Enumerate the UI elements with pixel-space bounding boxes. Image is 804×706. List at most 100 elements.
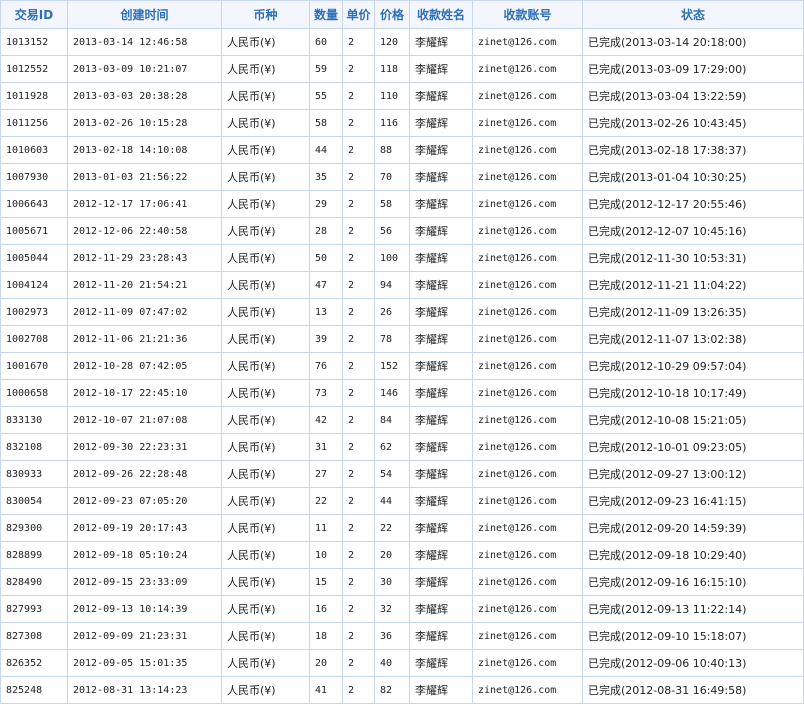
transaction-id-cell: 828899 [0,541,68,569]
currency-cell: 人民币(¥) [221,325,310,353]
table-row[interactable]: 830933 2012-09-26 22:28:48 人民币(¥) 27 2 54 李耀辉 z… [0,460,804,488]
table-row[interactable]: 828490 2012-09-15 23:33:09 人民币(¥) 15 2 30 李耀辉 z… [0,568,804,596]
price-cell: 78 [374,325,410,353]
unit-price-cell: 2 [342,163,375,191]
header-payee-account[interactable]: 收款账号 [472,0,583,29]
unit-price-cell: 2 [342,82,375,110]
created-time-cell: 2012-11-20 21:54:21 [67,271,222,299]
header-status[interactable]: 状态 [582,0,804,29]
status-cell: 已完成(2012-09-23 16:41:15) [582,487,804,515]
table-row[interactable]: 1012552 2013-03-09 10:21:07 人民币(¥) 59 2 118 李耀… [0,55,804,83]
table-row[interactable]: 829300 2012-09-19 20:17:43 人民币(¥) 11 2 22 李耀辉 z… [0,514,804,542]
table-row[interactable]: 1013152 2013-03-14 12:46:58 人民币(¥) 60 2 120 李耀… [0,28,804,56]
table-row[interactable]: 1002973 2012-11-09 07:47:02 人民币(¥) 13 2 26 李耀辉… [0,298,804,326]
status-cell: 已完成(2012-09-27 13:00:12) [582,460,804,488]
payee-account-cell: zinet@126.com [472,514,583,542]
table-row[interactable]: 828899 2012-09-18 05:10:24 人民币(¥) 10 2 20 李耀辉 z… [0,541,804,569]
unit-price-cell: 2 [342,622,375,650]
currency-cell: 人民币(¥) [221,460,310,488]
table-row[interactable]: 1006643 2012-12-17 17:06:41 人民币(¥) 29 2 58 李耀辉… [0,190,804,218]
quantity-cell: 15 [309,568,343,596]
transaction-id-cell: 1007930 [0,163,68,191]
header-currency[interactable]: 币种 [221,0,310,29]
created-time-cell: 2013-02-26 10:15:28 [67,109,222,137]
status-cell: 已完成(2012-11-09 13:26:35) [582,298,804,326]
table-row[interactable]: 1011928 2013-03-03 20:38:28 人民币(¥) 55 2 110 李耀… [0,82,804,110]
currency-cell: 人民币(¥) [221,622,310,650]
price-cell: 44 [374,487,410,515]
table-row[interactable]: 826352 2012-09-05 15:01:35 人民币(¥) 20 2 40 李耀辉 z… [0,649,804,677]
currency-cell: 人民币(¥) [221,487,310,515]
table-row[interactable]: 1005044 2012-11-29 23:28:43 人民币(¥) 50 2 100 李耀… [0,244,804,272]
header-unit-price[interactable]: 单价 [342,0,375,29]
status-cell: 已完成(2013-02-18 17:38:37) [582,136,804,164]
status-cell: 已完成(2013-01-04 10:30:25) [582,163,804,191]
status-cell: 已完成(2012-12-17 20:55:46) [582,190,804,218]
unit-price-cell: 2 [342,460,375,488]
unit-price-cell: 2 [342,487,375,515]
table-row[interactable]: 830054 2012-09-23 07:05:20 人民币(¥) 22 2 44 李耀辉 z… [0,487,804,515]
currency-cell: 人民币(¥) [221,28,310,56]
table-row[interactable]: 825248 2012-08-31 13:14:23 人民币(¥) 41 2 82 李耀辉 z… [0,676,804,704]
currency-cell: 人民币(¥) [221,217,310,245]
quantity-cell: 16 [309,595,343,623]
table-row[interactable]: 1007930 2013-01-03 21:56:22 人民币(¥) 35 2 70 李耀辉… [0,163,804,191]
payee-name-cell: 李耀辉 [409,82,473,110]
payee-name-cell: 李耀辉 [409,514,473,542]
table-row[interactable]: 827993 2012-09-13 10:14:39 人民币(¥) 16 2 32 李耀辉 z… [0,595,804,623]
table-row[interactable]: 1005671 2012-12-06 22:40:58 人民币(¥) 28 2 56 李耀辉… [0,217,804,245]
payee-account-cell: zinet@126.com [472,541,583,569]
quantity-cell: 10 [309,541,343,569]
header-created-time[interactable]: 创建时间 [67,0,222,29]
price-cell: 84 [374,406,410,434]
unit-price-cell: 2 [342,676,375,704]
table-row[interactable]: 832108 2012-09-30 22:23:31 人民币(¥) 31 2 62 李耀辉 z… [0,433,804,461]
quantity-cell: 35 [309,163,343,191]
quantity-cell: 44 [309,136,343,164]
table-row[interactable]: 833130 2012-10-07 21:07:08 人民币(¥) 42 2 84 李耀辉 z… [0,406,804,434]
table-row[interactable]: 827308 2012-09-09 21:23:31 人民币(¥) 18 2 36 李耀辉 z… [0,622,804,650]
header-transaction-id[interactable]: 交易ID [0,0,68,29]
status-cell: 已完成(2012-11-07 13:02:38) [582,325,804,353]
created-time-cell: 2012-12-06 22:40:58 [67,217,222,245]
payee-account-cell: zinet@126.com [472,352,583,380]
quantity-cell: 28 [309,217,343,245]
currency-cell: 人民币(¥) [221,649,310,677]
currency-cell: 人民币(¥) [221,595,310,623]
payee-name-cell: 李耀辉 [409,298,473,326]
unit-price-cell: 2 [342,379,375,407]
payee-name-cell: 李耀辉 [409,55,473,83]
table-row[interactable]: 1004124 2012-11-20 21:54:21 人民币(¥) 47 2 94 李耀辉… [0,271,804,299]
payee-account-cell: zinet@126.com [472,136,583,164]
header-price[interactable]: 价格 [374,0,410,29]
currency-cell: 人民币(¥) [221,433,310,461]
payee-name-cell: 李耀辉 [409,649,473,677]
transaction-id-cell: 828490 [0,568,68,596]
payee-account-cell: zinet@126.com [472,82,583,110]
quantity-cell: 39 [309,325,343,353]
table-row[interactable]: 1000658 2012-10-17 22:45:10 人民币(¥) 73 2 146 李耀… [0,379,804,407]
table-row[interactable]: 1002708 2012-11-06 21:21:36 人民币(¥) 39 2 78 李耀辉… [0,325,804,353]
status-cell: 已完成(2012-10-18 10:17:49) [582,379,804,407]
payee-account-cell: zinet@126.com [472,271,583,299]
quantity-cell: 11 [309,514,343,542]
header-payee-name[interactable]: 收款姓名 [409,0,473,29]
payee-name-cell: 李耀辉 [409,406,473,434]
status-cell: 已完成(2012-09-16 16:15:10) [582,568,804,596]
payee-account-cell: zinet@126.com [472,28,583,56]
table-body: 1013152 2013-03-14 12:46:58 人民币(¥) 60 2 120 李耀… [0,28,804,704]
created-time-cell: 2012-12-17 17:06:41 [67,190,222,218]
table-row[interactable]: 1010603 2013-02-18 14:10:08 人民币(¥) 44 2 88 李耀辉… [0,136,804,164]
quantity-cell: 41 [309,676,343,704]
currency-cell: 人民币(¥) [221,514,310,542]
created-time-cell: 2013-03-14 12:46:58 [67,28,222,56]
payee-account-cell: zinet@126.com [472,379,583,407]
price-cell: 120 [374,28,410,56]
unit-price-cell: 2 [342,352,375,380]
table-row[interactable]: 1001670 2012-10-28 07:42:05 人民币(¥) 76 2 152 李耀… [0,352,804,380]
status-cell: 已完成(2013-03-14 20:18:00) [582,28,804,56]
transaction-id-cell: 1005044 [0,244,68,272]
header-quantity[interactable]: 数量 [309,0,343,29]
unit-price-cell: 2 [342,649,375,677]
table-row[interactable]: 1011256 2013-02-26 10:15:28 人民币(¥) 58 2 116 李耀… [0,109,804,137]
